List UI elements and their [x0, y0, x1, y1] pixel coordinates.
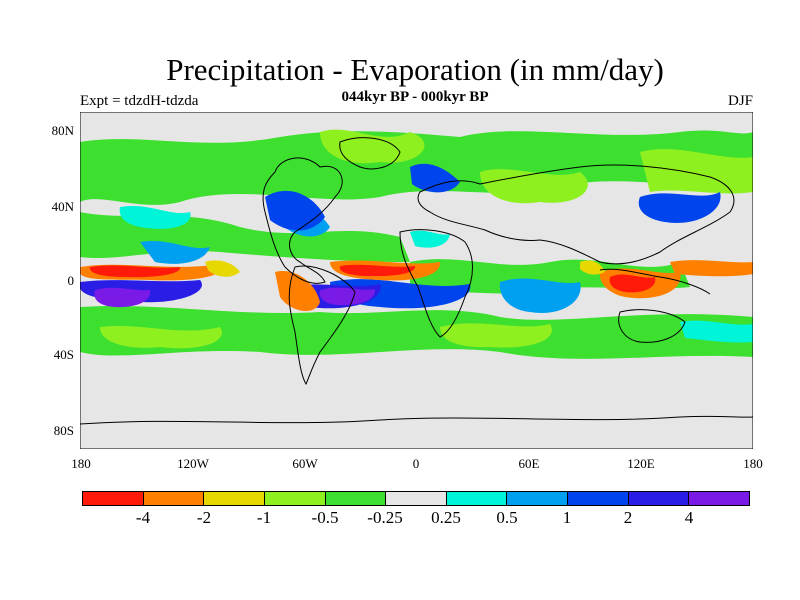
colorbar-swatch [689, 492, 750, 505]
colorbar-label: -4 [135, 508, 151, 527]
colorbar-label: 2 [623, 508, 633, 527]
field-lightgreen-bands [100, 129, 753, 349]
colorbar-label: 1 [562, 508, 572, 527]
colorbar-swatch [446, 492, 508, 505]
colorbar-swatch [386, 492, 447, 505]
x-tick-label: 60W [292, 456, 318, 471]
x-tick-label: 60E [518, 456, 540, 471]
colorbar-swatch [83, 492, 144, 505]
colorbar-swatch [507, 492, 569, 505]
x-tick-label: 180 [71, 456, 91, 471]
colorbar-label: 4 [684, 508, 694, 527]
x-tick-label: 0 [412, 456, 420, 471]
experiment-label: Expt = tdzdH-tdzda [80, 93, 199, 109]
colorbar-swatch [628, 492, 690, 505]
field-red-patches [89, 264, 656, 293]
field-cyan-patches [119, 205, 753, 343]
colorbar-swatch [325, 492, 387, 505]
colorbar-swatch [204, 492, 265, 505]
colorbar-swatch [264, 492, 326, 505]
colorbar-label: -0.5 [311, 508, 339, 527]
coastlines [80, 137, 753, 425]
colorbar-label: -0.25 [367, 508, 403, 527]
y-tick-label: 40N [51, 199, 74, 214]
season-label: DJF [727, 93, 753, 109]
y-tick-label: 80N [51, 123, 74, 138]
map-subtitle: 044kyr BP - 000kyr BP [341, 89, 489, 105]
colorbar [82, 491, 750, 506]
field-yellow-patches [205, 260, 605, 277]
colorbar-label: 0.25 [431, 508, 461, 527]
colorbar-swatch [568, 492, 629, 505]
y-tick-label: 0 [67, 273, 75, 288]
map-title: Precipitation - Evaporation (in mm/day) [166, 52, 664, 87]
colorbar-label: 0.5 [496, 508, 518, 527]
precipitation-evaporation-map [80, 112, 753, 449]
y-tick-label: 80S [53, 423, 74, 438]
y-tick-label: 40S [53, 347, 74, 362]
colorbar-swatch [143, 492, 205, 505]
field-violet-patches [94, 287, 376, 308]
colorbar-label: -1 [256, 508, 272, 527]
x-tick-label: 120E [627, 456, 655, 471]
x-tick-label: 120W [177, 456, 209, 471]
colorbar-label: -2 [196, 508, 212, 527]
x-tick-label: 180 [743, 456, 763, 471]
